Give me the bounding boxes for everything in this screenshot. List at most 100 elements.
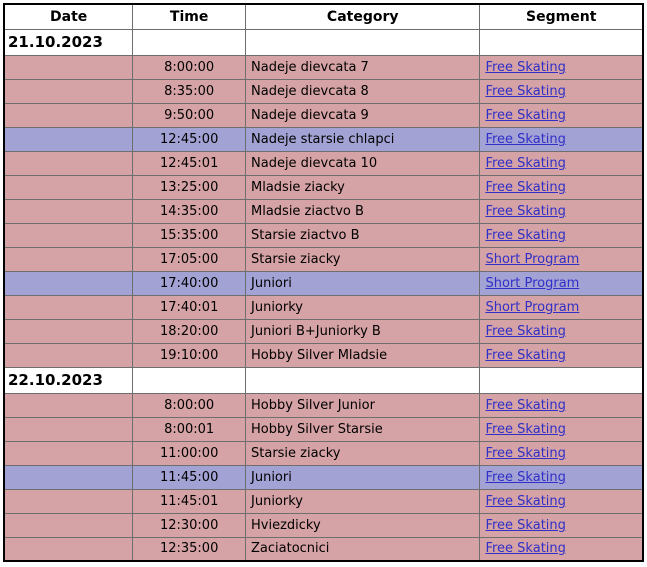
segment-link[interactable]: Free Skating xyxy=(485,347,566,363)
schedule-row: 17:40:01 Juniorky Short Program xyxy=(3,294,644,320)
segment-link[interactable]: Free Skating xyxy=(485,59,566,75)
segment-link[interactable]: Free Skating xyxy=(485,107,566,123)
segment-link[interactable]: Free Skating xyxy=(485,469,566,485)
header-row: Date Time Category Segment xyxy=(3,3,644,30)
column-header-category: Category xyxy=(244,3,481,30)
time-cell: 15:35:00 xyxy=(132,222,246,248)
segment-cell: Free Skating xyxy=(479,512,644,538)
schedule-row: 8:00:00 Hobby Silver Junior Free Skating xyxy=(3,392,644,418)
time-cell: 17:05:00 xyxy=(132,246,246,272)
time-cell: 19:10:00 xyxy=(132,342,246,368)
segment-link[interactable]: Free Skating xyxy=(485,179,566,195)
schedule-row: 12:30:00 Hviezdicky Free Skating xyxy=(3,512,644,538)
schedule-row: 13:25:00 Mladsie ziacky Free Skating xyxy=(3,174,644,200)
segment-link[interactable]: Free Skating xyxy=(485,397,566,413)
schedule-row: 8:00:01 Hobby Silver Starsie Free Skating xyxy=(3,416,644,442)
schedule-row: 8:00:00 Nadeje dievcata 7 Free Skating xyxy=(3,54,644,80)
category-cell: Juniorky xyxy=(244,294,481,320)
schedule-row: 11:00:00 Starsie ziacky Free Skating xyxy=(3,440,644,466)
category-cell: Hviezdicky xyxy=(244,512,481,538)
category-cell: Mladsie ziactvo B xyxy=(244,198,481,224)
schedule-row: 17:40:00 Juniori Short Program xyxy=(3,270,644,296)
column-header-segment: Segment xyxy=(479,3,644,30)
empty-date-cell xyxy=(3,342,134,368)
time-cell: 8:00:00 xyxy=(132,54,246,80)
segment-link[interactable]: Free Skating xyxy=(485,131,566,147)
segment-cell: Free Skating xyxy=(479,78,644,104)
time-cell: 11:45:01 xyxy=(132,488,246,514)
category-cell: Starsie ziactvo B xyxy=(244,222,481,248)
empty-date-cell xyxy=(3,488,134,514)
segment-cell: Free Skating xyxy=(479,536,644,562)
schedule-row: 12:45:01 Nadeje dievcata 10 Free Skating xyxy=(3,150,644,176)
segment-cell: Free Skating xyxy=(479,102,644,128)
segment-cell: Free Skating xyxy=(479,342,644,368)
empty-category-cell xyxy=(244,366,481,394)
segment-link[interactable]: Free Skating xyxy=(485,541,566,557)
schedule-row: 12:45:00 Nadeje starsie chlapci Free Skati… xyxy=(3,126,644,152)
segment-link[interactable]: Free Skating xyxy=(485,517,566,533)
segment-link[interactable]: Free Skating xyxy=(485,83,566,99)
category-cell: Juniorky xyxy=(244,488,481,514)
column-header-time: Time xyxy=(132,3,246,30)
time-cell: 8:00:00 xyxy=(132,392,246,418)
schedule-row: 8:35:00 Nadeje dievcata 8 Free Skating xyxy=(3,78,644,104)
category-cell: Nadeje dievcata 8 xyxy=(244,78,481,104)
date-cell: 22.10.2023 xyxy=(3,366,134,394)
segment-cell: Free Skating xyxy=(479,440,644,466)
empty-date-cell xyxy=(3,222,134,248)
segment-cell: Free Skating xyxy=(479,392,644,418)
segment-link[interactable]: Free Skating xyxy=(485,421,566,437)
empty-time-cell xyxy=(132,366,246,394)
time-cell: 12:45:01 xyxy=(132,150,246,176)
empty-date-cell xyxy=(3,198,134,224)
time-cell: 11:45:00 xyxy=(132,464,246,490)
schedule-row: 15:35:00 Starsie ziactvo B Free Skating xyxy=(3,222,644,248)
segment-cell: Short Program xyxy=(479,294,644,320)
empty-date-cell xyxy=(3,318,134,344)
time-cell: 17:40:00 xyxy=(132,270,246,296)
column-header-date: Date xyxy=(3,3,134,30)
date-cell: 21.10.2023 xyxy=(3,28,134,56)
segment-link[interactable]: Free Skating xyxy=(485,227,566,243)
segment-cell: Free Skating xyxy=(479,488,644,514)
segment-link[interactable]: Free Skating xyxy=(485,323,566,339)
segment-link[interactable]: Short Program xyxy=(485,251,580,267)
segment-link[interactable]: Short Program xyxy=(485,275,580,291)
segment-link[interactable]: Free Skating xyxy=(485,155,566,171)
empty-date-cell xyxy=(3,392,134,418)
schedule-row: 18:20:00 Juniori B+Juniorky B Free Skating xyxy=(3,318,644,344)
category-cell: Starsie ziacky xyxy=(244,246,481,272)
empty-date-cell xyxy=(3,464,134,490)
segment-cell: Free Skating xyxy=(479,126,644,152)
segment-cell: Short Program xyxy=(479,270,644,296)
time-cell: 14:35:00 xyxy=(132,198,246,224)
empty-date-cell xyxy=(3,512,134,538)
category-cell: Mladsie ziacky xyxy=(244,174,481,200)
segment-cell: Short Program xyxy=(479,246,644,272)
empty-segment-cell xyxy=(479,366,644,394)
empty-date-cell xyxy=(3,246,134,272)
empty-date-cell xyxy=(3,78,134,104)
time-cell: 13:25:00 xyxy=(132,174,246,200)
empty-date-cell xyxy=(3,294,134,320)
schedule-row: 11:45:00 Juniori Free Skating xyxy=(3,464,644,490)
segment-link[interactable]: Free Skating xyxy=(485,445,566,461)
empty-date-cell xyxy=(3,102,134,128)
category-cell: Juniori xyxy=(244,464,481,490)
category-cell: Nadeje dievcata 10 xyxy=(244,150,481,176)
empty-date-cell xyxy=(3,174,134,200)
segment-cell: Free Skating xyxy=(479,464,644,490)
category-cell: Nadeje dievcata 7 xyxy=(244,54,481,80)
segment-link[interactable]: Free Skating xyxy=(485,493,566,509)
schedule-row: 17:05:00 Starsie ziacky Short Program xyxy=(3,246,644,272)
empty-date-cell xyxy=(3,126,134,152)
segment-link[interactable]: Short Program xyxy=(485,299,580,315)
segment-link[interactable]: Free Skating xyxy=(485,203,566,219)
category-cell: Nadeje dievcata 9 xyxy=(244,102,481,128)
schedule-row: 11:45:01 Juniorky Free Skating xyxy=(3,488,644,514)
date-row: 22.10.2023 xyxy=(3,366,644,394)
empty-category-cell xyxy=(244,28,481,56)
time-cell: 11:00:00 xyxy=(132,440,246,466)
empty-date-cell xyxy=(3,54,134,80)
